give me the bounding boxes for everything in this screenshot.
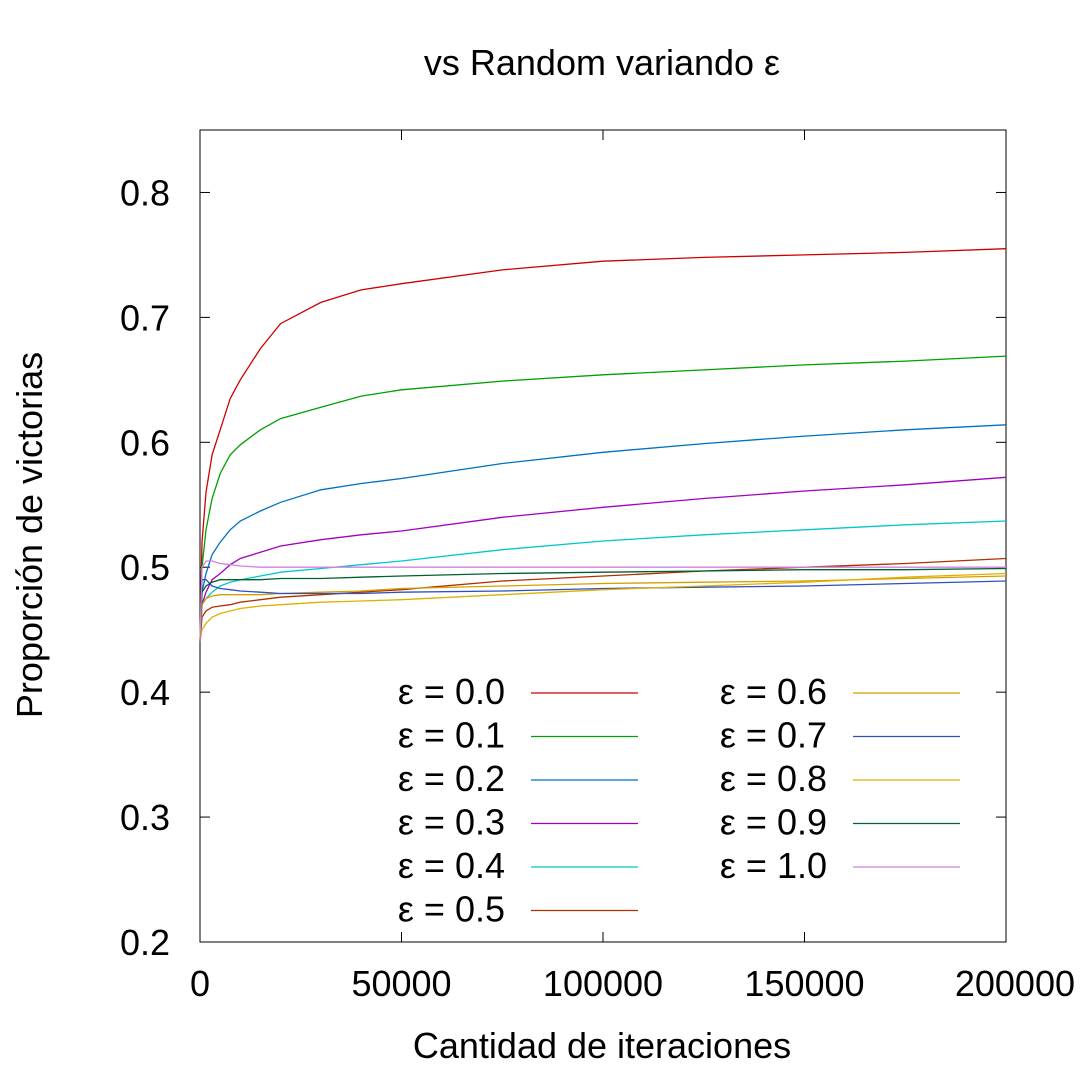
series-line-10: [199, 560, 1006, 643]
legend: ε = 0.0ε = 0.1ε = 0.2ε = 0.3ε = 0.4ε = 0…: [398, 671, 960, 930]
series-line-1: [199, 355, 1007, 643]
legend-label: ε = 0.8: [720, 758, 827, 799]
y-tick-label: 0.6: [120, 422, 170, 463]
legend-label: ε = 0.0: [398, 671, 505, 712]
chart-title: vs Random variando ε: [424, 42, 780, 83]
series-line-2: [199, 424, 1007, 643]
x-axis-label: Cantidad de iteraciones: [413, 1025, 791, 1066]
legend-label: ε = 0.1: [398, 715, 505, 756]
legend-label: ε = 1.0: [720, 845, 827, 886]
legend-label: ε = 0.9: [720, 802, 827, 843]
x-tick-label: 100000: [543, 963, 663, 1004]
series-line-0: [199, 248, 1007, 643]
axis-ticks: 0.2 0.3 0.4 0.5 0.6 0.7 0.8 0 50000 100000 150000 2…: [120, 130, 1075, 1004]
series-line-9: [199, 567, 1007, 643]
legend-label: ε = 0.2: [398, 758, 505, 799]
y-axis-label: Proporción de victorias: [9, 352, 50, 718]
y-tick-label: 0.5: [120, 547, 170, 588]
y-tick-label: 0.2: [120, 922, 170, 963]
y-tick-label: 0.7: [120, 297, 170, 338]
y-tick-label: 0.3: [120, 797, 170, 838]
series-line-4: [199, 520, 1007, 643]
x-tick-label: 200000: [955, 963, 1075, 1004]
x-tick-label: 50000: [351, 963, 451, 1004]
legend-label: ε = 0.4: [398, 845, 505, 886]
legend-label: ε = 0.6: [720, 671, 827, 712]
legend-label: ε = 0.7: [720, 715, 827, 756]
y-tick-label: 0.4: [120, 672, 170, 713]
series-line-8: [199, 572, 1007, 643]
legend-label: ε = 0.5: [398, 889, 505, 930]
x-tick-label: 0: [190, 963, 210, 1004]
y-tick-label: 0.8: [120, 172, 170, 213]
series-line-3: [199, 476, 1007, 643]
x-tick-label: 150000: [744, 963, 864, 1004]
series-lines: [199, 248, 1007, 643]
series-line-7: [199, 579, 1007, 643]
legend-label: ε = 0.3: [398, 802, 505, 843]
